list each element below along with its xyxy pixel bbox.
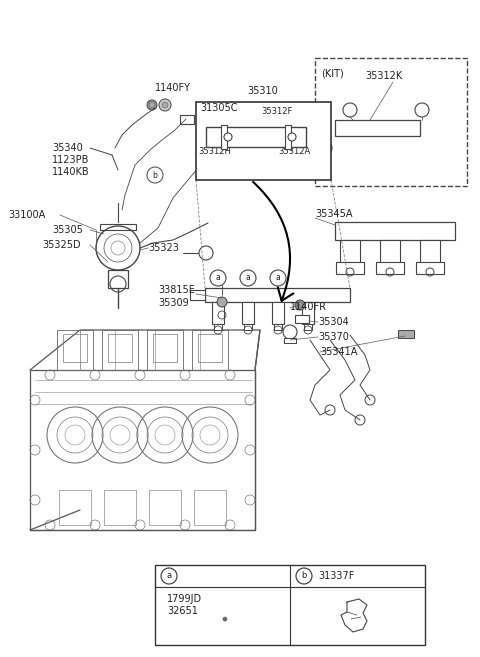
Text: 35312F: 35312F: [261, 108, 292, 116]
Bar: [63, 334, 87, 362]
Text: 31337F: 31337F: [318, 571, 354, 581]
Bar: [205, 288, 350, 302]
Polygon shape: [306, 127, 318, 147]
Text: b: b: [301, 572, 307, 581]
Circle shape: [343, 103, 357, 117]
Text: 35323: 35323: [148, 243, 179, 253]
Polygon shape: [329, 120, 335, 136]
Bar: [206, 127, 306, 147]
Bar: [194, 490, 226, 525]
Text: 35312A: 35312A: [278, 148, 310, 156]
Bar: [335, 120, 420, 136]
Bar: [198, 334, 222, 362]
Circle shape: [159, 99, 171, 111]
Bar: [336, 262, 364, 274]
Circle shape: [210, 270, 226, 286]
Text: 35340: 35340: [52, 143, 83, 153]
Bar: [302, 302, 314, 324]
Circle shape: [240, 270, 256, 286]
Circle shape: [288, 133, 296, 141]
Circle shape: [149, 102, 155, 108]
Polygon shape: [420, 120, 430, 136]
Bar: [212, 302, 224, 324]
Circle shape: [217, 297, 227, 307]
Bar: [102, 330, 138, 370]
Text: 1140KB: 1140KB: [52, 167, 90, 177]
Text: 35310: 35310: [248, 86, 278, 96]
Bar: [190, 290, 205, 300]
Bar: [100, 224, 136, 230]
Bar: [155, 565, 425, 645]
Text: a: a: [276, 273, 280, 283]
Circle shape: [270, 270, 286, 286]
Bar: [376, 262, 404, 274]
Bar: [284, 338, 296, 343]
Text: 35312H: 35312H: [198, 148, 231, 156]
Bar: [295, 315, 309, 323]
Bar: [104, 490, 136, 525]
Circle shape: [295, 300, 305, 310]
Text: a: a: [216, 273, 220, 283]
FancyArrowPatch shape: [253, 182, 293, 301]
Bar: [108, 334, 132, 362]
Bar: [244, 324, 252, 330]
Circle shape: [224, 133, 232, 141]
Text: 1123PB: 1123PB: [52, 155, 89, 165]
Circle shape: [161, 568, 177, 584]
Circle shape: [147, 100, 157, 110]
Text: 1140FY: 1140FY: [155, 83, 191, 93]
Text: a: a: [167, 572, 171, 581]
Bar: [398, 330, 414, 338]
Bar: [304, 324, 312, 330]
Circle shape: [162, 102, 168, 108]
Bar: [340, 240, 360, 265]
Bar: [147, 330, 183, 370]
Text: 35305: 35305: [52, 225, 83, 235]
Text: 35341A: 35341A: [320, 347, 358, 357]
Circle shape: [296, 568, 312, 584]
Bar: [59, 490, 91, 525]
Bar: [221, 125, 227, 149]
Bar: [192, 330, 228, 370]
Bar: [180, 115, 194, 124]
Circle shape: [223, 617, 227, 621]
Text: 33815E: 33815E: [158, 285, 195, 295]
Polygon shape: [198, 127, 206, 147]
Text: 31305C: 31305C: [200, 103, 238, 113]
Bar: [420, 240, 440, 265]
Bar: [149, 490, 181, 525]
Bar: [57, 330, 93, 370]
Text: a: a: [246, 273, 251, 283]
Text: (KIT): (KIT): [321, 68, 344, 78]
Text: 1140FR: 1140FR: [290, 302, 327, 312]
Bar: [153, 334, 177, 362]
Text: 35312K: 35312K: [365, 71, 402, 81]
Text: 35345A: 35345A: [315, 209, 352, 219]
Text: 33100A: 33100A: [8, 210, 45, 220]
Bar: [335, 222, 455, 240]
Bar: [108, 270, 128, 288]
Bar: [380, 240, 400, 265]
Text: b: b: [153, 171, 157, 179]
Bar: [315, 58, 467, 186]
Text: 1799JD: 1799JD: [167, 594, 202, 604]
Bar: [214, 324, 222, 330]
Text: 35304: 35304: [318, 317, 349, 327]
Circle shape: [318, 141, 332, 155]
Text: 35309: 35309: [158, 298, 189, 308]
Bar: [274, 324, 282, 330]
Bar: [285, 125, 291, 149]
Text: 35325D: 35325D: [42, 240, 81, 250]
Text: 32651: 32651: [167, 606, 198, 616]
Bar: [272, 302, 284, 324]
Bar: [196, 102, 331, 180]
Circle shape: [415, 103, 429, 117]
Bar: [242, 302, 254, 324]
Bar: [416, 262, 444, 274]
Text: 35370: 35370: [318, 332, 349, 342]
